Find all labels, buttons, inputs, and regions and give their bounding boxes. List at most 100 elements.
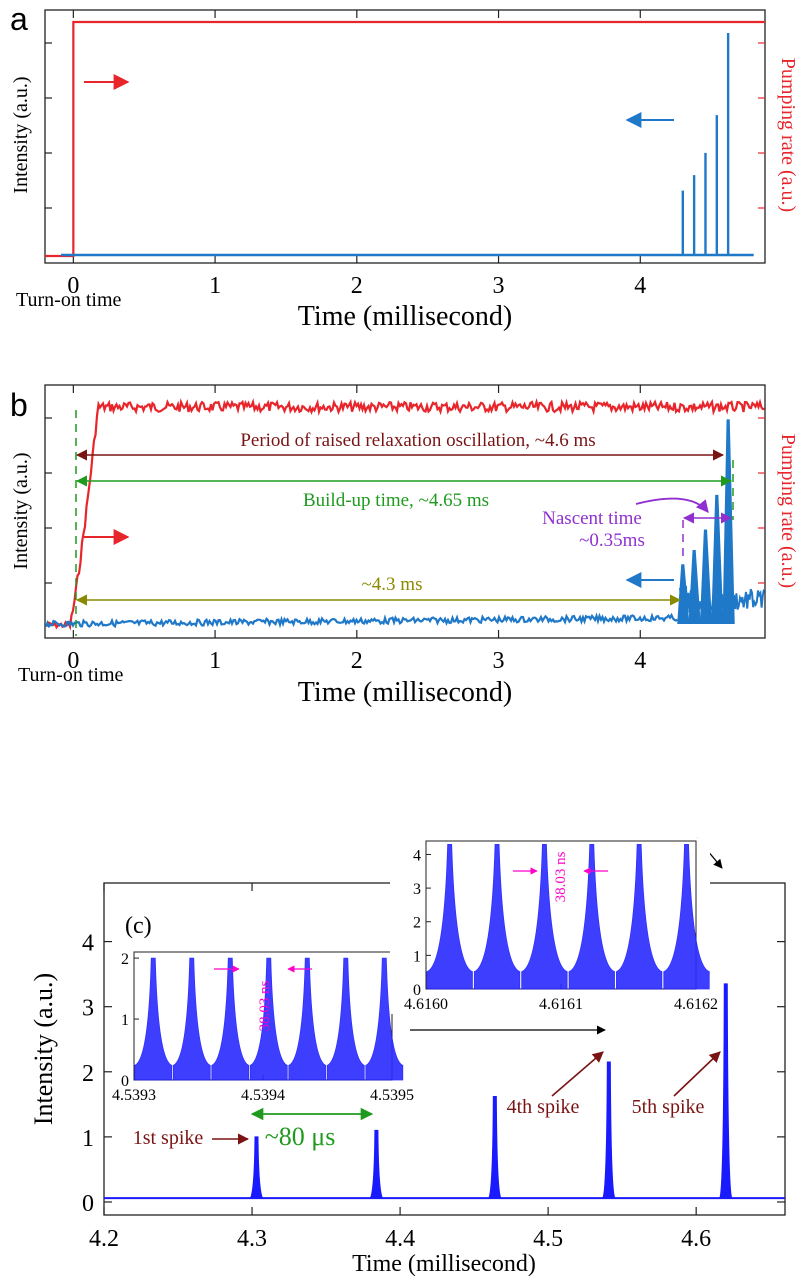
spike [369,1129,384,1199]
inset-x-tick-label: 4.6160 [404,996,448,1013]
inset-left-pointer [391,1025,606,1035]
inset-peak [426,843,473,990]
y-tick-label: 0 [82,1191,94,1217]
inset-peak [134,957,173,1081]
y-tick-label: 4 [82,931,94,957]
inset-peak [616,843,663,990]
panel-a-ylabel-right: Pumping rate (a.u.) [777,58,799,212]
spike5-arrow [673,1051,721,1097]
spike4-label: 4th spike [507,1096,580,1118]
pump-rate-trace [45,397,765,631]
intensity-spike [722,419,735,625]
inset-y-tick-label: 1 [121,1012,129,1029]
inset-left-peaks [134,957,404,1081]
panel-b-letter: b [10,387,28,423]
panel-b-nascent-curve [635,497,709,513]
x-tick-label: 3 [493,273,505,299]
x-tick-label: 4 [634,648,646,674]
panel-a-ylabel-left: Intensity (a.u.) [10,76,32,193]
inset-x-tick-label: 4.5393 [112,1087,156,1104]
inset-right-period-label: 38.03 ns [553,851,569,902]
panel-b-ylabel-left: Intensity (a.u.) [10,452,32,569]
inset-x-tick-label: 4.5395 [370,1087,414,1104]
panel-c: 4.2 4.3 4.4 4.5 4.6 0 1 2 3 4 (c) Time (milliseco… [29,837,786,1276]
panel-b-delay-label: ~4.3 ms [362,574,423,595]
inset-peak [211,957,250,1081]
panel-c-ticks: 4.2 4.3 4.4 4.5 4.6 0 1 2 3 4 [82,883,785,1252]
panel-b-buildup-label: Build-up time, ~4.65 ms [303,490,489,511]
inset-y-tick-label: 0 [413,982,421,999]
inset-right: 0 1 2 3 4 4.6160 4.6161 4.6162 38.03 ns [390,838,718,1014]
inset-x-tick-label: 4.5394 [241,1087,285,1104]
spike [718,983,733,1199]
panel-b-xlabel: Time (millisecond) [298,677,512,708]
panel-c-label: (c) [125,913,152,939]
inset-right-peaks [426,843,710,990]
inset-peak [365,957,404,1081]
panel-b-ticks: 0 1 2 3 4 [45,385,765,674]
pump-rate-line [45,20,765,258]
panel-b-nascent-label-2: ~0.35ms [579,530,645,551]
spike [488,1096,502,1199]
inset-y-tick-label: 2 [121,951,129,968]
panel-a-ticks: 0 1 2 3 4 [45,10,765,299]
panel-b-turn-on-label: Turn-on time [18,664,124,686]
x-tick-label: 1 [209,273,221,299]
inset-peak [288,957,327,1081]
panel-c-xlabel: Time (millisecond) [352,1251,536,1276]
x-tick-label: 4.2 [89,1226,119,1252]
panel-b-nascent-label-1: Nascent time [542,508,642,529]
x-tick-label: 0 [67,648,79,674]
spike [602,1061,616,1199]
inset-y-tick-label: 4 [413,847,421,864]
panel-c-ylabel: Intensity (a.u.) [29,973,58,1125]
inset-y-tick-label: 3 [413,881,421,898]
inset-peak [663,843,710,990]
inset-right-ticks: 0 1 2 3 4 4.6160 4.6161 4.6162 [404,847,718,1013]
panel-b-relaxation-label: Period of raised relaxation oscillation,… [240,430,595,451]
panel-a-xlabel: Time (millisecond) [298,301,512,332]
spike4-arrow [551,1051,604,1097]
spike5-label: 5th spike [632,1096,705,1118]
inset-peak [326,957,365,1081]
y-tick-label: 3 [82,996,94,1022]
y-tick-label: 2 [82,1061,94,1087]
inset-y-tick-label: 2 [413,915,421,932]
y-tick-label: 1 [82,1126,94,1152]
interval-label: ~80 μs [265,1122,336,1151]
x-tick-label: 4.5 [533,1226,563,1252]
inset-y-tick-label: 1 [413,948,421,965]
panel-a-series [45,20,765,258]
inset-peak [473,843,521,990]
x-tick-label: 0 [67,273,79,299]
inset-x-tick-label: 4.6161 [539,996,583,1013]
intensity-oscillation [679,585,765,614]
x-tick-label: 4.4 [385,1226,415,1252]
panel-b: b 0 1 2 3 4 Period of raised relaxation osci… [10,384,799,708]
x-tick-label: 4 [634,273,646,299]
panel-a-turn-on-label: Turn-on time [16,289,122,311]
x-tick-label: 1 [209,648,221,674]
inset-peak [172,957,211,1081]
panel-a-letter: a [10,1,28,37]
intensity-trace [44,612,678,629]
inset-left-period-label: 38.03 ns [257,980,273,1031]
spike1-label: 1st spike [133,1127,204,1149]
inset-peak [249,957,288,1081]
inset-y-tick-label: 0 [121,1073,129,1090]
panel-b-ylabel-right: Pumping rate (a.u.) [777,434,799,588]
x-tick-label: 4.6 [681,1226,711,1252]
panel-a-frame [44,9,766,264]
x-tick-label: 4.3 [237,1226,267,1252]
panel-b-frame [44,384,766,639]
inset-peak [568,843,615,990]
inset-x-tick-label: 4.6162 [674,996,718,1013]
inset-left: 0 1 2 4.5393 4.5394 4.5395 38.03 ns [112,943,414,1104]
inset-peak [521,843,568,990]
x-tick-label: 2 [351,273,363,299]
x-tick-label: 2 [351,648,363,674]
panel-c-series [104,983,785,1200]
x-tick-label: 3 [493,648,505,674]
